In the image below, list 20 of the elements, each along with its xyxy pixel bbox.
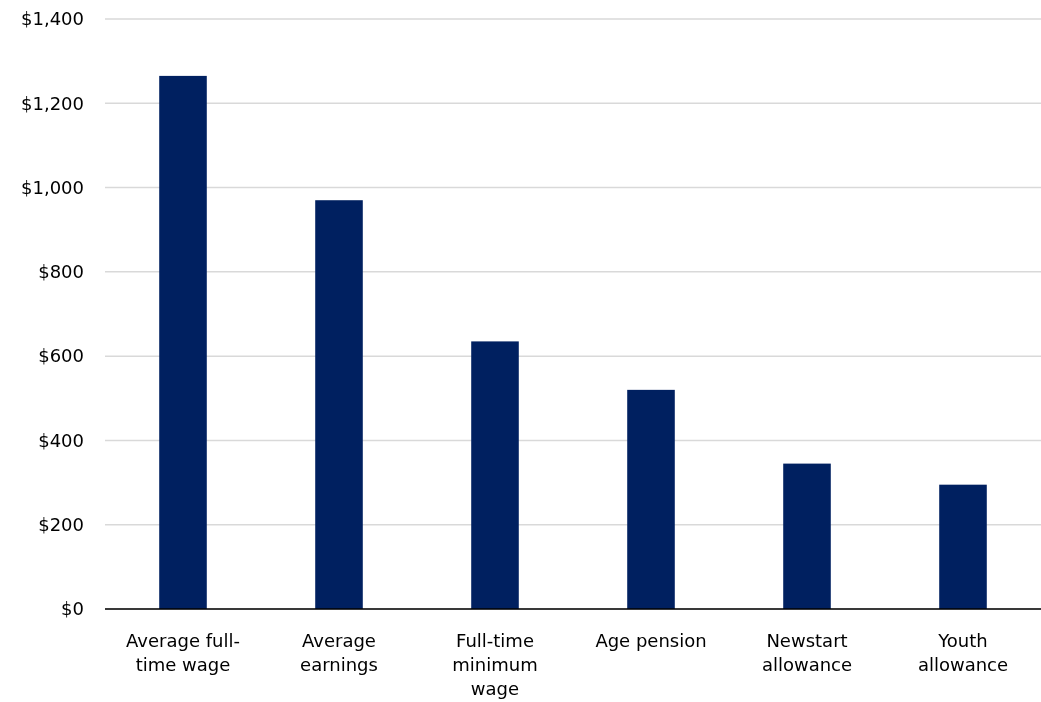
x-tick-label: Youth allowance xyxy=(917,630,1009,675)
bar xyxy=(627,389,675,609)
bar xyxy=(939,484,987,609)
y-tick-label: $600 xyxy=(38,345,84,367)
x-tick-label: Average full-time wage xyxy=(126,630,240,675)
y-tick-label: $200 xyxy=(38,514,84,536)
y-tick-label: $800 xyxy=(38,261,84,283)
y-tick-label: $400 xyxy=(38,429,84,451)
x-tick-label: Newstart allowance xyxy=(761,630,853,675)
y-tick-label: $1,200 xyxy=(21,92,84,114)
x-tick-label: Age pension xyxy=(595,630,707,651)
bar xyxy=(159,75,207,609)
y-tick-label: $0 xyxy=(61,598,84,620)
bar xyxy=(471,341,519,609)
bar xyxy=(315,200,363,609)
y-tick-label: $1,400 xyxy=(21,8,84,30)
x-tick-label: Full-time minimum wage xyxy=(452,630,538,699)
y-tick-label: $1,000 xyxy=(21,176,84,198)
bar xyxy=(783,463,831,609)
x-tick-label: Average earnings xyxy=(300,630,378,675)
